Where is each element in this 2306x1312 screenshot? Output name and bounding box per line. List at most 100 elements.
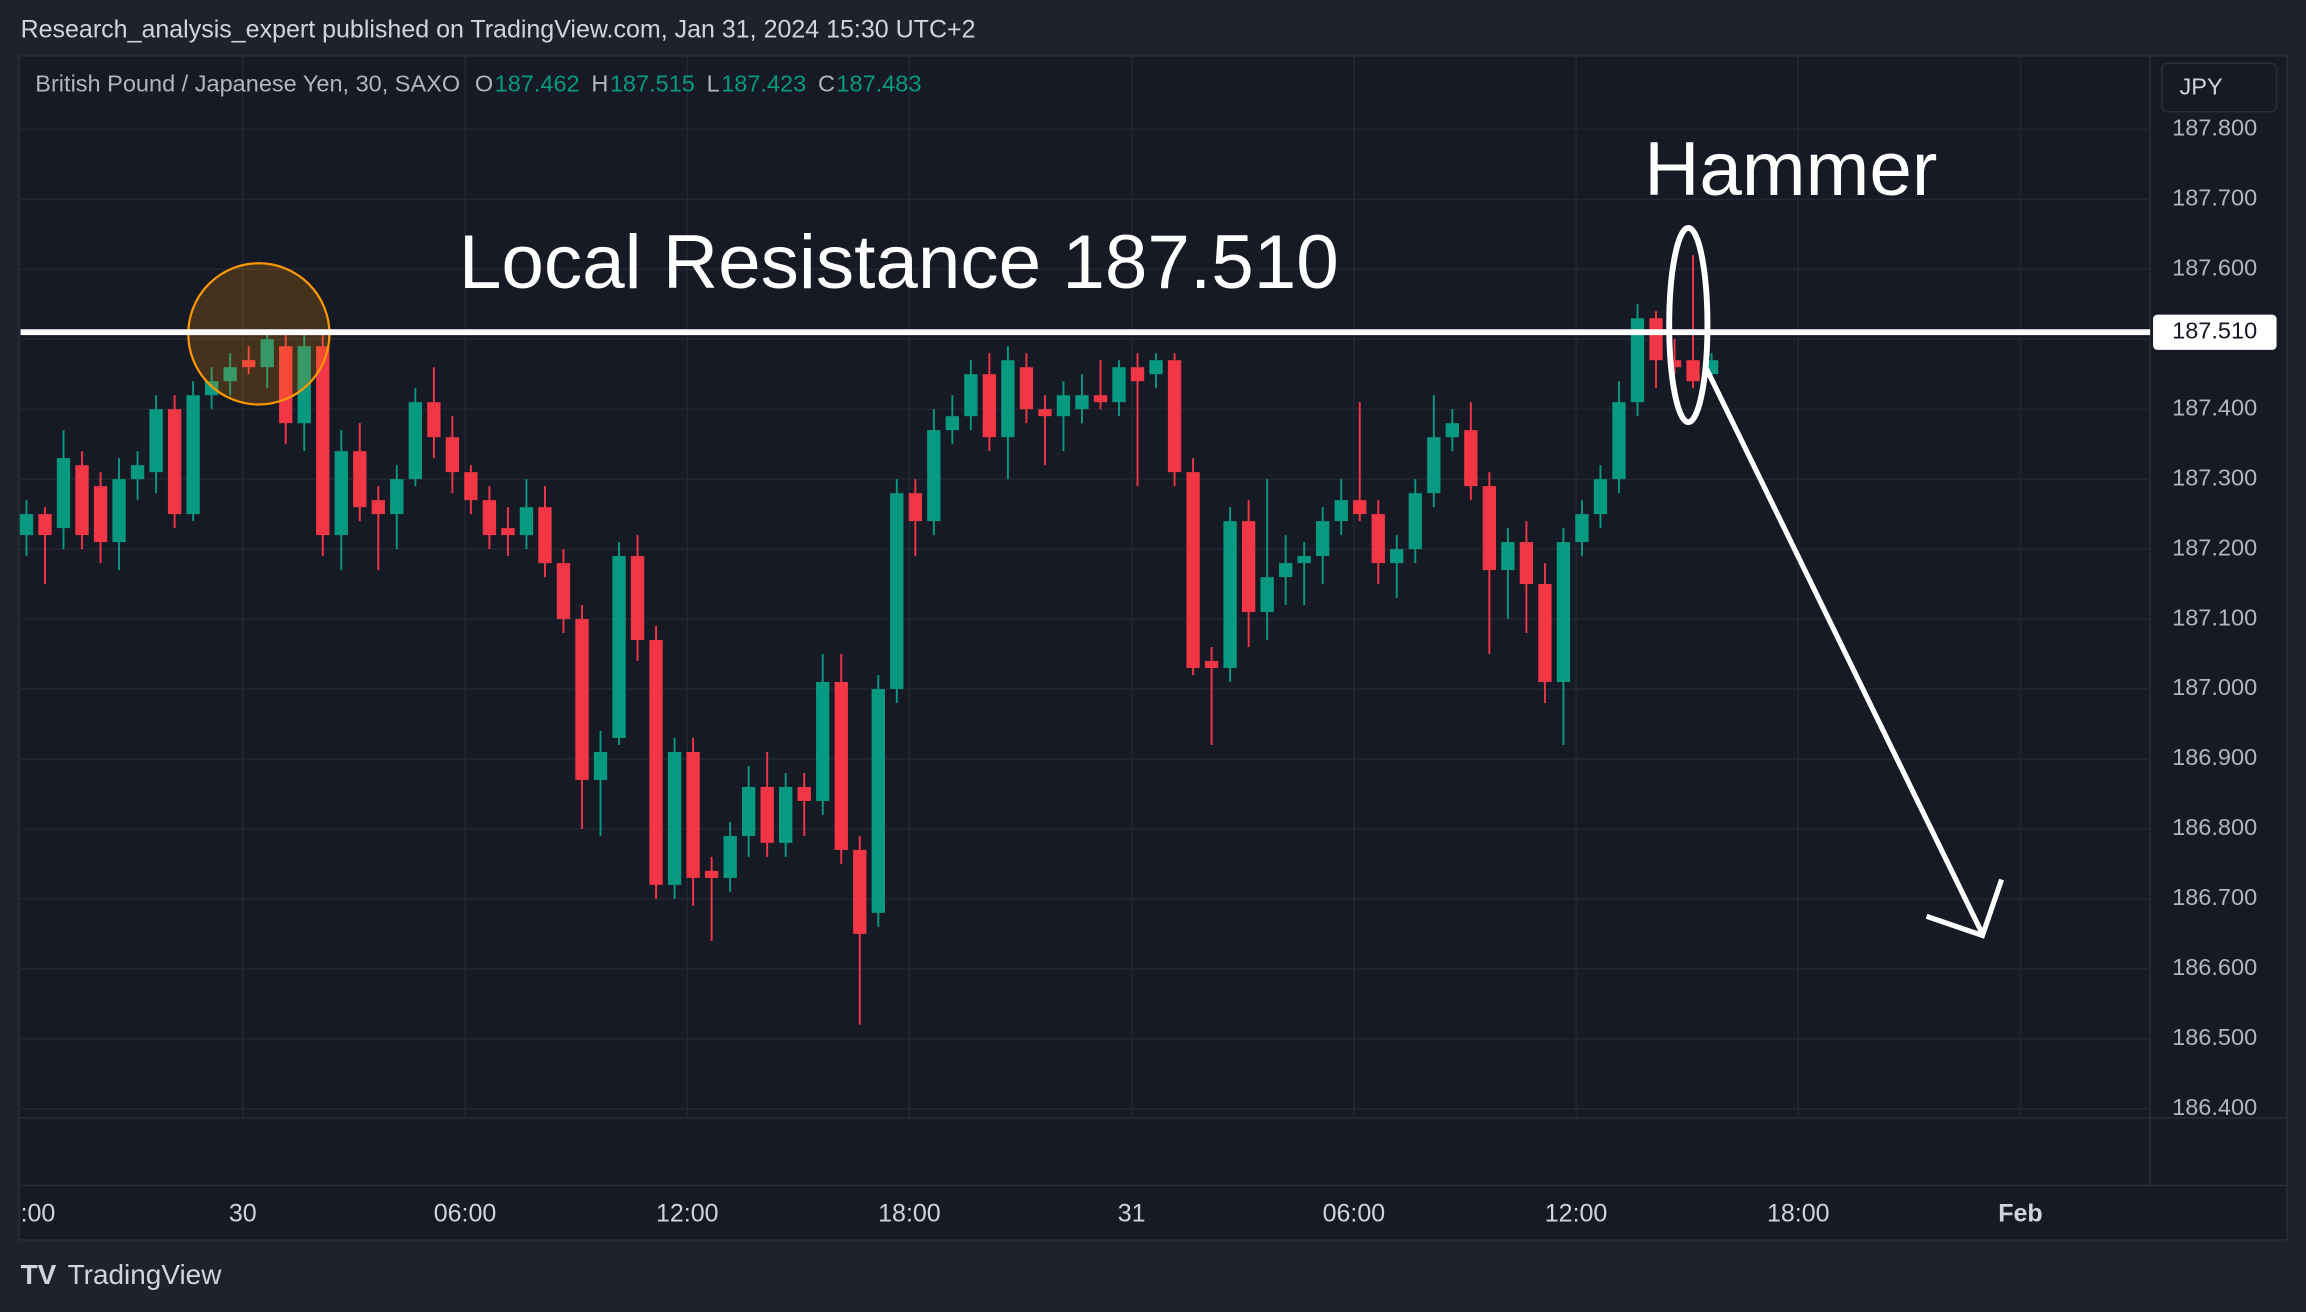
candle-body: [982, 374, 997, 438]
grid: [20, 55, 2151, 1118]
candle-body: [1445, 423, 1459, 438]
resistance-price-label: 187.510: [2172, 317, 2257, 343]
candle-body: [38, 514, 52, 536]
annotation: Hammer: [1644, 127, 1937, 212]
candle-body: [390, 479, 404, 515]
candle-body: [945, 416, 960, 431]
candle-body: [1186, 472, 1200, 669]
candle-body: [667, 751, 682, 885]
candle-body: [297, 346, 311, 424]
candle-body: [779, 786, 793, 843]
candle-body: [834, 682, 848, 850]
x-tick-label: Feb: [1998, 1200, 2042, 1228]
y-tick-label: 186.800: [2172, 814, 2257, 840]
candle-body: [519, 507, 534, 536]
candle-body: [797, 786, 811, 801]
candle-body: [1353, 500, 1367, 515]
x-tick-label: 31: [1118, 1200, 1146, 1228]
y-tick-label: 186.600: [2172, 954, 2257, 980]
candle-body: [1334, 500, 1348, 522]
arrow-head: [1925, 878, 2005, 939]
candle-body: [853, 849, 867, 934]
candle-body: [1038, 409, 1052, 417]
candle-body: [1130, 367, 1145, 382]
candle-body: [167, 409, 182, 515]
candle-body: [1390, 549, 1404, 564]
y-tick-label: 187.700: [2172, 185, 2257, 211]
candle-body: [704, 870, 719, 878]
candle-body: [1427, 437, 1441, 494]
candle-body: [1630, 318, 1645, 403]
y-tick-label: 186.700: [2172, 884, 2257, 910]
candle-body: [1501, 542, 1515, 571]
hammer-ellipse: [1666, 225, 1711, 426]
candle-body: [1593, 479, 1608, 515]
candle-body: [1204, 661, 1219, 669]
x-tick-label: 12:00: [656, 1200, 719, 1228]
x-tick-label: 06:00: [1323, 1200, 1386, 1228]
y-tick-label: 186.500: [2172, 1024, 2257, 1050]
candle-body: [464, 472, 478, 501]
candle-body: [1556, 542, 1571, 683]
candle-body: [1482, 486, 1497, 571]
candle-body: [575, 619, 589, 780]
candle-body: [1612, 402, 1626, 480]
y-tick-label: 187.400: [2172, 394, 2257, 420]
y-tick-label: 187.200: [2172, 534, 2257, 560]
ohlc-value: 187.483: [836, 71, 921, 97]
candle-body: [741, 786, 756, 836]
candle-body: [260, 339, 274, 368]
candle-body: [427, 402, 441, 438]
candle-body: [556, 563, 571, 620]
candle-body: [279, 346, 293, 424]
candle-body: [1075, 395, 1089, 410]
candle-body: [1667, 360, 1682, 368]
ohlc-label: O: [475, 71, 493, 97]
candle-body: [1519, 542, 1534, 585]
candle-body: [56, 458, 71, 529]
candle-body: [890, 493, 904, 690]
overlay: [20, 225, 2151, 939]
y-tick-label: 187.300: [2172, 464, 2257, 490]
candle-body: [612, 556, 626, 738]
candle-body: [19, 514, 34, 536]
candle-body: [1279, 563, 1293, 578]
candle-body: [1149, 360, 1163, 375]
logo-mark: TV: [21, 1259, 57, 1290]
candle-body: [1241, 521, 1256, 613]
y-tick-label: 187.100: [2172, 604, 2257, 630]
candle-body: [112, 479, 126, 543]
x-tick-label: 06:00: [434, 1200, 497, 1228]
candle-body: [1575, 514, 1589, 543]
candle-body: [1686, 360, 1700, 382]
candle-body: [1001, 360, 1015, 438]
candle-body: [1297, 556, 1311, 564]
candle-body: [723, 835, 737, 878]
candle-body: [93, 486, 108, 543]
x-tick-label: 30: [229, 1200, 257, 1228]
candle-body: [927, 430, 941, 522]
symbol: British Pound / Japanese Yen, 30, SAXO: [35, 71, 460, 97]
candle-body: [686, 751, 700, 878]
candle-body: [538, 507, 552, 564]
candles: [19, 255, 1719, 1025]
candle-body: [242, 360, 256, 368]
currency[interactable]: JPY: [2180, 73, 2223, 99]
y-tick-label: 187.000: [2172, 674, 2257, 700]
candle-body: [1093, 395, 1108, 403]
chart-pane: [18, 55, 2288, 1241]
candle-body: [353, 451, 367, 508]
candle-body: [334, 451, 348, 536]
currency-box[interactable]: [2161, 62, 2278, 113]
x-tick-label: :00: [21, 1200, 56, 1228]
arrow-shaft: [1703, 366, 1985, 936]
candle-body: [371, 500, 385, 515]
ohlc-label: H: [591, 71, 608, 97]
y-tick-label: 187.800: [2172, 115, 2257, 141]
candle-body: [1167, 360, 1182, 473]
candle-body: [186, 395, 200, 515]
x-tick-label: 12:00: [1545, 1200, 1608, 1228]
candle-body: [1649, 318, 1663, 361]
